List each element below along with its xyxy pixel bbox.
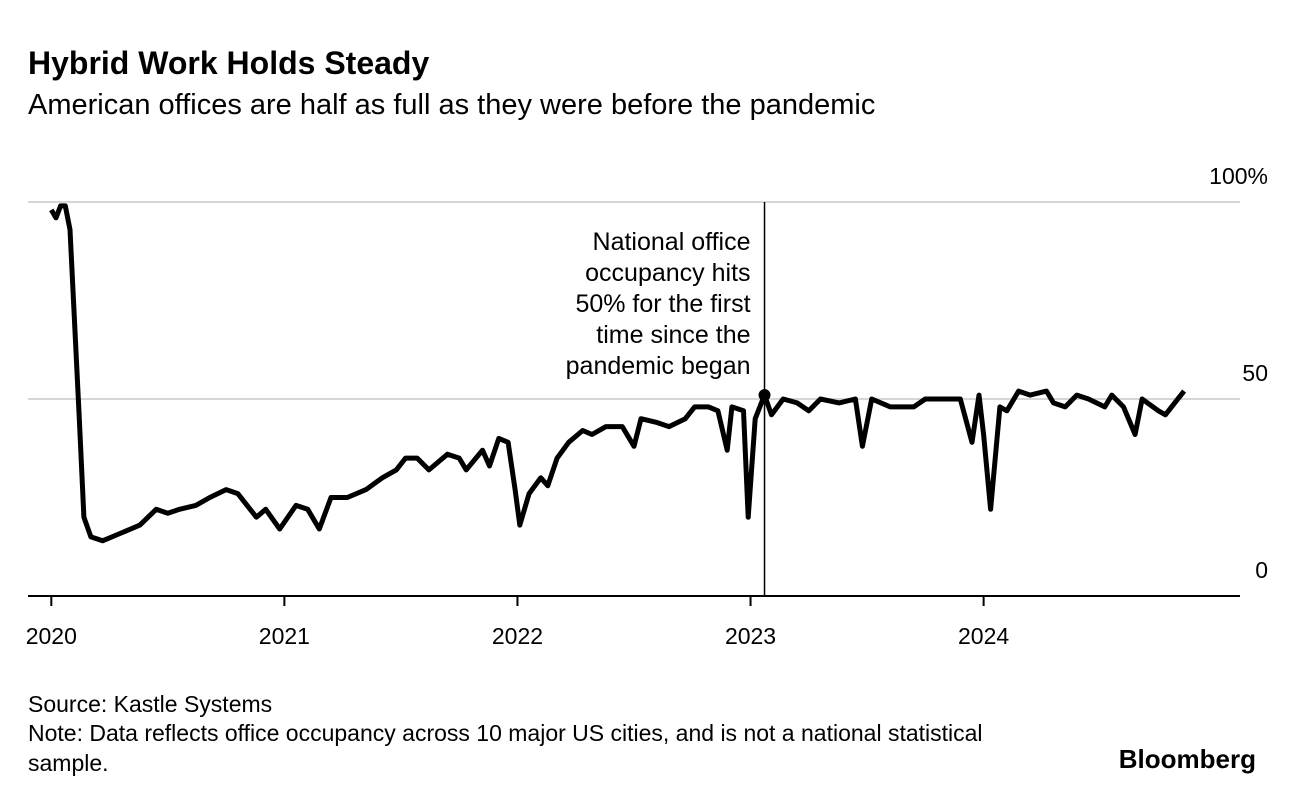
chart-title: Hybrid Work Holds Steady <box>28 45 429 81</box>
x-tick-label: 2024 <box>958 623 1009 649</box>
x-tick-label: 2021 <box>259 623 310 649</box>
note: Note: Data reflects office occupancy acr… <box>28 720 983 776</box>
y-tick-label: 100% <box>1209 163 1268 189</box>
line <box>49 203 1187 544</box>
note-box: Note: Data reflects office occupancy acr… <box>28 720 983 776</box>
source: Source: Kastle Systems <box>28 691 272 717</box>
annotation-text: occupancy hits <box>585 259 750 287</box>
x-tick-label: 2023 <box>725 623 776 649</box>
brand: Bloomberg <box>1119 744 1256 774</box>
x-tick-label: 2022 <box>492 623 543 649</box>
annotation-text: National office <box>593 228 751 256</box>
annotation-text: 50% for the first <box>575 290 750 318</box>
annotation-text: time since the <box>596 321 750 349</box>
x-tick-label: 2020 <box>26 623 77 649</box>
chart-subtitle: American offices are half as full as the… <box>28 89 875 121</box>
y-tick-label: 0 <box>1255 557 1268 583</box>
annotation-text: pandemic began <box>566 352 751 380</box>
y-tick-label: 50 <box>1242 360 1268 386</box>
annotation-dot <box>758 389 771 402</box>
